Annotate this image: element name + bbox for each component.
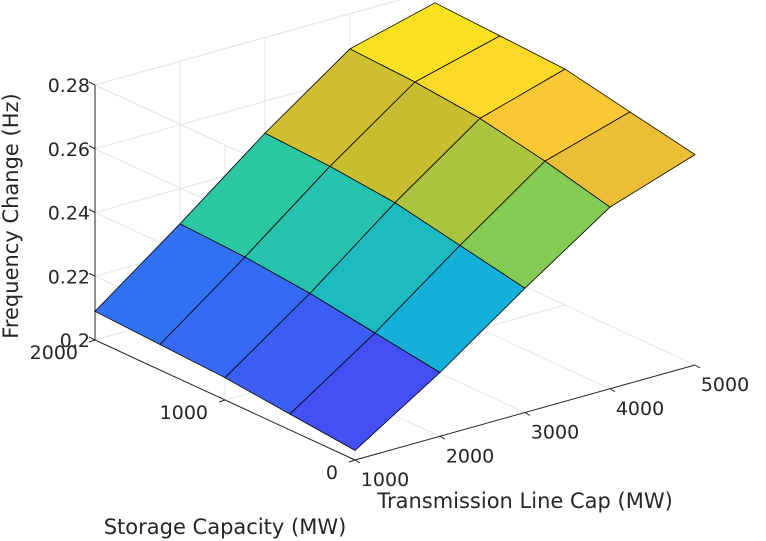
x-tick-mark — [694, 364, 701, 369]
y-tick-mark — [218, 399, 226, 403]
z-tick-label: 0.22 — [48, 266, 90, 288]
z-axis-label: Frequency Change (Hz) — [0, 93, 23, 338]
y-tick-mark — [348, 459, 356, 463]
z-tick-label: 0.26 — [48, 139, 90, 161]
z-tick-mark — [88, 209, 96, 213]
surface-patch — [544, 111, 696, 208]
z-tick-mark — [88, 336, 96, 341]
z-tick-mark — [88, 145, 96, 150]
z-tick-mark — [88, 272, 96, 277]
x-tick-mark — [524, 412, 531, 416]
z-tick-label: 0.2 — [60, 330, 90, 352]
x-tick-label: 2000 — [446, 445, 494, 467]
x-axis-label: Transmission Line Cap (MW) — [376, 489, 673, 513]
x-tick-label: 3000 — [531, 422, 579, 444]
box-edge — [94, 0, 402, 86]
y-tick-label: 2000 — [30, 342, 78, 364]
y-tick-mark — [88, 339, 96, 343]
y-axis-label: Storage Capacity (MW) — [104, 515, 347, 539]
z-tick-mark — [88, 81, 96, 86]
x-axis-ticks: 1000 2000 3000 4000 5000 — [361, 374, 749, 491]
x-tick-mark — [439, 435, 446, 440]
x-tick-label: 1000 — [361, 469, 409, 491]
y-tick-label: 0 — [326, 462, 338, 484]
x-tick-label: 4000 — [616, 398, 664, 420]
z-tick-label: 0.24 — [48, 203, 90, 225]
z-axis-ticks: 0.2 0.22 0.24 0.26 0.28 — [48, 75, 90, 352]
y-axis-ticks: 0 1000 2000 — [30, 342, 338, 484]
x-tick-mark — [354, 459, 361, 464]
z-tick-label: 0.28 — [48, 75, 90, 97]
y-tick-label: 1000 — [160, 402, 208, 424]
x-tick-mark — [609, 388, 616, 393]
surface-mesh — [94, 2, 696, 451]
x-tick-label: 5000 — [701, 374, 749, 396]
